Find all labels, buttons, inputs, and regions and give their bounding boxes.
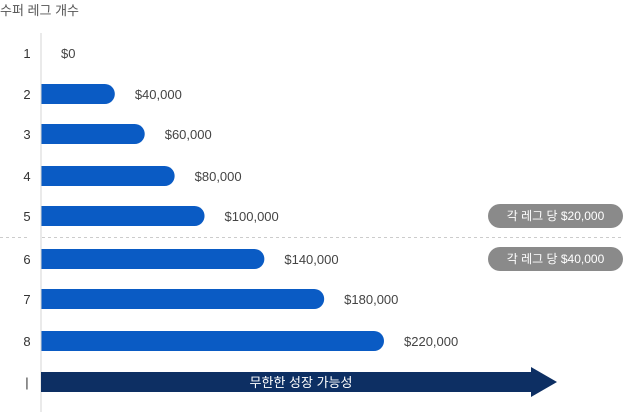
bar: [31, 166, 175, 186]
category-label: 8: [23, 334, 30, 349]
rate-badge-label: 각 레그 당 $40,000: [507, 252, 605, 266]
bar: [31, 331, 384, 351]
value-label: $0: [61, 46, 75, 61]
value-label: $40,000: [135, 87, 182, 102]
value-label: $220,000: [404, 334, 458, 349]
category-label: 6: [23, 252, 30, 267]
value-label: $60,000: [165, 127, 212, 142]
axis-mask: [30, 30, 41, 360]
bar: [31, 124, 145, 144]
value-label: $100,000: [225, 209, 279, 224]
value-label: $140,000: [284, 252, 338, 267]
rate-badge-label: 각 레그 당 $20,000: [507, 209, 605, 223]
category-label: 7: [23, 292, 30, 307]
category-label: 3: [23, 127, 30, 142]
category-label: 2: [23, 87, 30, 102]
arrow-row-label: |: [25, 375, 28, 390]
chart-title: 수퍼 레그 개수: [0, 3, 79, 18]
growth-arrow-head: [531, 367, 557, 397]
value-label: $180,000: [344, 292, 398, 307]
bar: [31, 249, 264, 269]
value-label: $80,000: [195, 169, 242, 184]
category-label: 5: [23, 209, 30, 224]
category-label: 4: [23, 169, 30, 184]
category-label: 1: [23, 46, 30, 61]
growth-arrow-label: 무한한 성장 가능성: [250, 375, 353, 390]
bar: [31, 84, 115, 104]
bar: [31, 206, 205, 226]
bar: [31, 289, 324, 309]
